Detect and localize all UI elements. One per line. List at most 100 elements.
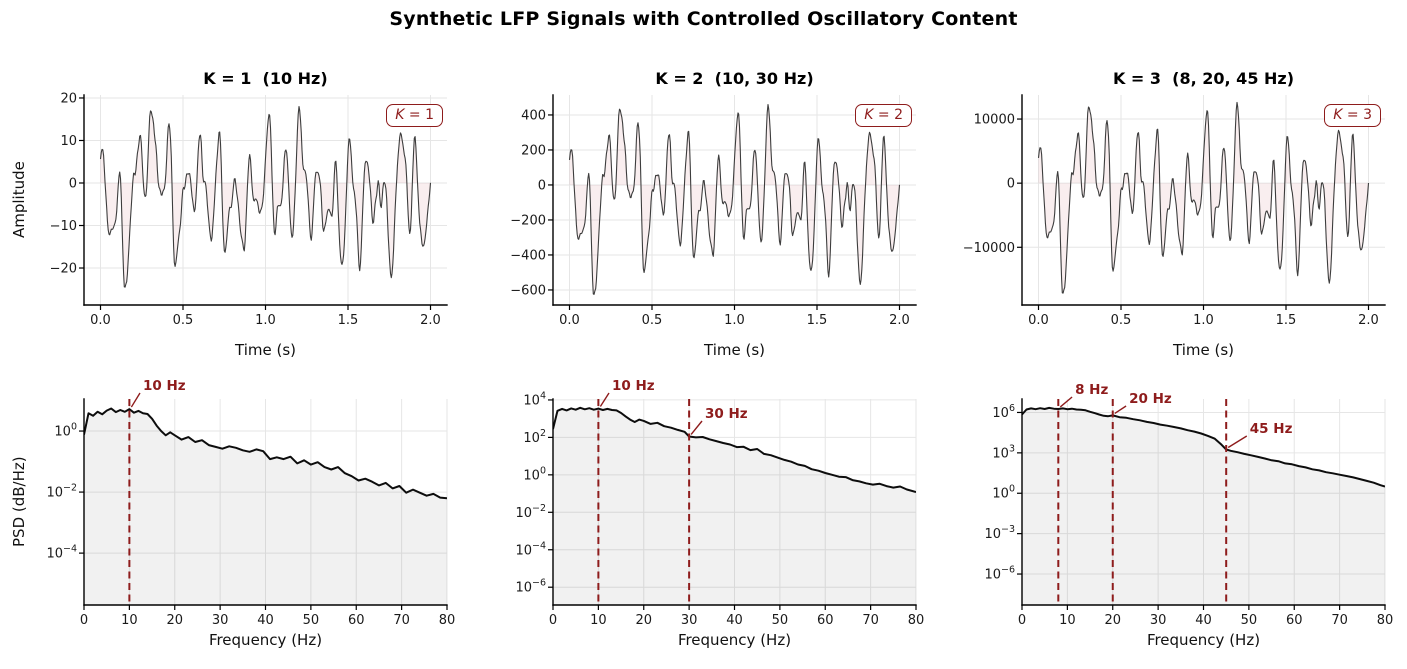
x-tick-label: 30 — [681, 613, 698, 628]
psd-fill — [84, 408, 447, 605]
signal-line — [568, 104, 901, 295]
peak-label: 10 Hz — [143, 378, 186, 394]
grid — [1022, 95, 1385, 305]
y-tick-label: 100 — [523, 465, 546, 483]
x-tick-label: 0.5 — [1111, 313, 1132, 328]
x-tick-label: 20 — [166, 613, 183, 628]
x-tick-label: 1.0 — [1193, 313, 1214, 328]
x-tick-label: 60 — [817, 613, 834, 628]
x-tick-label: 30 — [1150, 613, 1167, 628]
k3-timeseries-canvas: 0.0 0.5 1.0 1.5 2.0 10000 0 −10000 — [963, 94, 1386, 328]
y-tick-label: 100 — [54, 422, 77, 440]
x-tick-label: 20 — [635, 613, 652, 628]
x-tick-label: 1.0 — [255, 313, 276, 328]
peak-leader-line — [1059, 396, 1073, 408]
y-tick-label: −400 — [510, 248, 546, 263]
x-tick-label: 0.0 — [559, 313, 580, 328]
x-tick-label: 2.0 — [889, 313, 910, 328]
signal-series — [99, 105, 432, 288]
x-tick-label: 60 — [1286, 613, 1303, 628]
subplot-title-k2: K = 2 (10, 30 Hz) — [655, 69, 814, 88]
subplot-k3-timeseries: 0.0 0.5 1.0 1.5 2.0 10000 0 −10000 K = 3 (8, 20… — [938, 57, 1407, 370]
y-tick-label: 10−2 — [515, 503, 546, 521]
ticks: 0 10 20 30 40 50 60 70 80 104 102 100 10−2 10−4 10−6 — [515, 390, 924, 628]
x-tick-label: 70 — [393, 613, 410, 628]
peak-leader-line — [1227, 435, 1248, 449]
x-axis-label-frequency: Frequency (Hz) — [208, 631, 323, 649]
x-tick-label: 80 — [908, 613, 925, 628]
y-tick-label: 0 — [69, 176, 77, 191]
grid — [84, 95, 447, 305]
x-tick-label: 0.5 — [173, 313, 194, 328]
signal-series — [568, 104, 901, 295]
legend-k1: K = 1 — [386, 104, 443, 127]
x-tick-label: 40 — [257, 613, 274, 628]
peak-leader-line — [1114, 405, 1127, 415]
x-tick-label: 40 — [726, 613, 743, 628]
ticks: 0.0 0.5 1.0 1.5 2.0 20 10 0 −10 −20 — [50, 91, 441, 328]
y-tick-label: 10−6 — [515, 578, 546, 596]
psd-series — [84, 407, 447, 605]
x-tick-label: 0 — [549, 613, 557, 628]
y-tick-label: 10−4 — [515, 540, 546, 558]
x-tick-label: 50 — [772, 613, 789, 628]
y-axis-label-amplitude: Amplitude — [10, 161, 28, 239]
peak-label: 8 Hz — [1075, 382, 1108, 398]
y-tick-label: 200 — [521, 143, 546, 158]
x-tick-label: 80 — [439, 613, 456, 628]
y-tick-label: −10000 — [963, 241, 1015, 256]
peak-leader-line — [599, 392, 610, 407]
y-tick-label: −200 — [510, 213, 546, 228]
y-tick-label: 10 — [60, 134, 77, 149]
x-tick-label: 1.0 — [724, 313, 745, 328]
psd-series — [1022, 406, 1385, 605]
subplot-title-k3: K = 3 (8, 20, 45 Hz) — [1112, 69, 1295, 88]
x-tick-label: 0.0 — [90, 313, 111, 328]
signal-line — [1037, 101, 1370, 294]
y-tick-label: 10000 — [974, 113, 1015, 128]
peak-label: 20 Hz — [1129, 391, 1172, 407]
figure-title: Synthetic LFP Signals with Controlled Os… — [389, 8, 1018, 30]
ticks: 0 10 20 30 40 50 60 70 80 100 10−2 10−4 — [46, 422, 455, 628]
x-axis-label-frequency: Frequency (Hz) — [1146, 631, 1261, 649]
x-axis-label-frequency: Frequency (Hz) — [677, 631, 792, 649]
peak-leader-line — [690, 420, 703, 435]
x-tick-label: 50 — [1241, 613, 1258, 628]
peak-leader-line — [130, 392, 141, 408]
ticks: 0.0 0.5 1.0 1.5 2.0 10000 0 −10000 — [963, 113, 1379, 328]
x-tick-label: 1.5 — [338, 313, 359, 328]
x-tick-label: 2.0 — [420, 313, 441, 328]
x-tick-label: 10 — [590, 613, 607, 628]
x-tick-label: 0.0 — [1028, 313, 1049, 328]
x-tick-label: 50 — [303, 613, 320, 628]
y-tick-label: 10−6 — [984, 565, 1015, 583]
legend-value: = 1 — [404, 107, 434, 123]
x-tick-label: 70 — [862, 613, 879, 628]
x-tick-label: 10 — [121, 613, 138, 628]
k1-psd-canvas: 10 Hz 0 10 20 30 40 50 60 70 80 100 10−2 10−4 — [46, 378, 455, 628]
subplot-k2-psd: 10 Hz 30 Hz 0 10 20 30 40 50 60 70 80 104 102 100 10−2… — [469, 370, 938, 669]
legend-var: K — [864, 107, 874, 123]
k2-timeseries-canvas: 0.0 0.5 1.0 1.5 2.0 400 200 0 −200 −400 −600 — [510, 94, 917, 328]
y-tick-label: 104 — [523, 390, 546, 408]
x-tick-label: 1.5 — [807, 313, 828, 328]
y-tick-label: −600 — [510, 283, 546, 298]
x-tick-label: 20 — [1104, 613, 1121, 628]
legend-k3: K = 3 — [1324, 104, 1381, 127]
x-tick-label: 40 — [1195, 613, 1212, 628]
ticks: 0.0 0.5 1.0 1.5 2.0 400 200 0 −200 −400 −600 — [510, 108, 910, 328]
y-tick-label: 106 — [992, 403, 1015, 421]
peak-label: 30 Hz — [705, 406, 748, 422]
k1-timeseries-canvas: 0.0 0.5 1.0 1.5 2.0 20 10 0 −10 −20 — [50, 91, 448, 328]
psd-line — [84, 407, 447, 500]
y-tick-label: −20 — [50, 262, 77, 277]
x-tick-label: 0 — [80, 613, 88, 628]
x-axis-label-time: Time (s) — [1173, 341, 1234, 359]
psd-fill — [553, 407, 916, 605]
x-tick-label: 1.5 — [1276, 313, 1297, 328]
peak-markers: 10 Hz — [128, 378, 186, 605]
subplot-k2-timeseries: 0.0 0.5 1.0 1.5 2.0 400 200 0 −200 −400 −600 K = 2… — [469, 57, 938, 370]
legend-var: K — [1333, 107, 1343, 123]
y-tick-label: 10−2 — [46, 483, 77, 501]
